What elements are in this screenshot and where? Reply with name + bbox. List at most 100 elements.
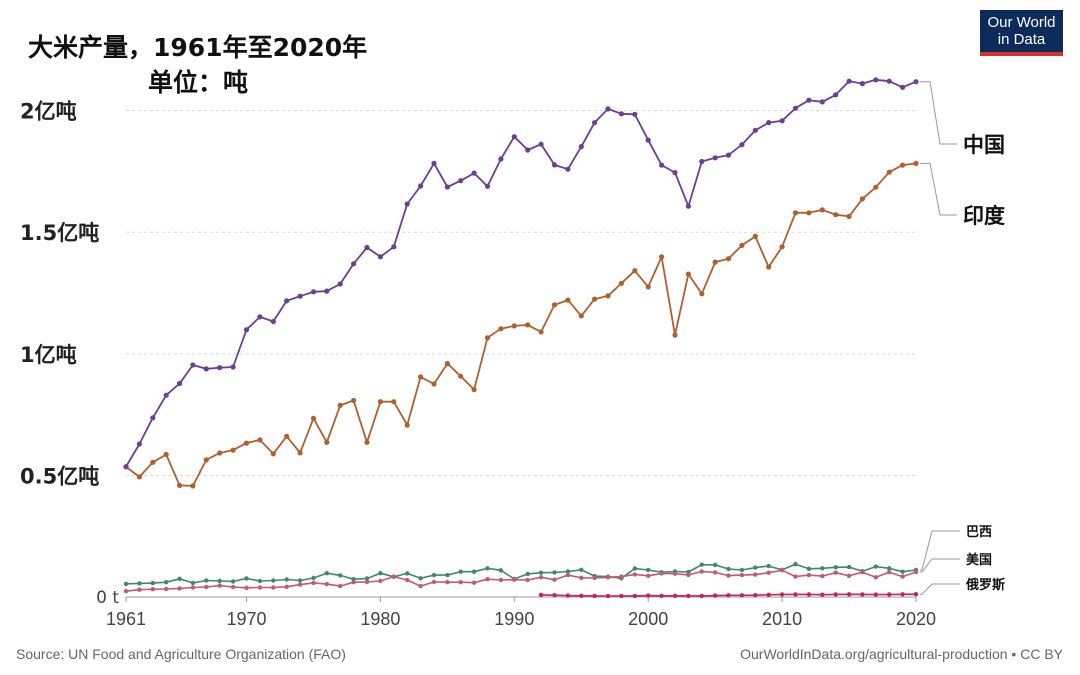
data-point-russia [538, 592, 544, 598]
data-point-brazil [485, 566, 490, 571]
data-point-india [337, 402, 343, 408]
data-point-brazil [284, 577, 289, 582]
data-point-india [618, 280, 625, 286]
title-line-2: 单位：吨 [148, 68, 249, 97]
data-point-usa [619, 574, 624, 579]
data-point-usa [458, 580, 463, 585]
y-tick-label: 1.5亿吨 [20, 221, 99, 245]
url-note[interactable]: OurWorldInData.org/agricultural-producti… [740, 646, 1063, 662]
owid-logo[interactable]: Our World in Data [980, 10, 1063, 56]
data-point-usa [217, 583, 222, 588]
data-point-russia [552, 593, 557, 598]
data-point-brazil [726, 566, 731, 572]
data-point-india [833, 212, 839, 218]
data-point-brazil [150, 580, 155, 586]
series-label-india[interactable]: 印度 [963, 204, 1005, 228]
series-label-usa[interactable]: 美国 [966, 552, 992, 568]
data-point-china [819, 99, 825, 105]
data-point-india [217, 450, 223, 456]
data-point-china [752, 127, 758, 133]
data-point-india [659, 254, 665, 260]
series-label-brazil[interactable]: 巴西 [966, 525, 992, 540]
data-point-brazil [471, 569, 477, 574]
data-point-russia [913, 592, 919, 597]
data-point-usa [431, 579, 437, 585]
data-point-usa [646, 573, 651, 578]
data-point-brazil [579, 567, 584, 572]
data-point-china [418, 183, 424, 189]
y-tick-label: 2亿吨 [20, 100, 77, 124]
data-point-india [190, 483, 196, 489]
data-point-russia [766, 592, 771, 597]
data-point-china [685, 203, 692, 209]
data-point-usa [552, 577, 557, 582]
data-point-brazil [846, 564, 852, 570]
data-point-india [712, 259, 718, 265]
data-point-india [592, 296, 598, 302]
data-point-china [150, 415, 156, 421]
source-note: Source: UN Food and Agriculture Organiza… [16, 646, 346, 662]
data-point-usa [699, 569, 704, 574]
data-point-usa [164, 586, 169, 592]
data-point-usa [284, 584, 289, 589]
data-point-usa [739, 572, 745, 578]
data-point-russia [779, 592, 785, 597]
series-label-china[interactable]: 中国 [963, 133, 1005, 157]
data-point-brazil [699, 562, 704, 567]
data-point-india [471, 387, 477, 393]
data-point-usa [338, 583, 343, 589]
data-point-russia [619, 593, 624, 599]
data-point-china [484, 183, 491, 189]
data-point-brazil [405, 571, 410, 576]
data-point-india [645, 284, 651, 290]
data-point-usa [471, 580, 477, 585]
data-point-brazil [338, 573, 343, 578]
y-tick-label: 0 t [96, 588, 119, 608]
data-point-usa [230, 584, 236, 590]
data-point-india [498, 326, 504, 332]
data-point-india [886, 169, 892, 175]
data-point-russia [713, 593, 718, 598]
series-line-usa[interactable] [125, 569, 917, 592]
axis-layer: 0 t 0.5亿吨 1亿吨 1.5亿吨 2亿吨 1961 1970 1980 1990 2000 2… [20, 100, 936, 629]
data-point-usa [351, 580, 356, 585]
data-point-india [163, 451, 169, 458]
data-point-russia [605, 593, 611, 599]
data-point-brazil [498, 568, 504, 573]
series-line-china[interactable] [125, 78, 917, 468]
data-point-usa [672, 571, 678, 576]
data-point-russia [860, 592, 865, 597]
data-point-russia [699, 593, 704, 599]
data-point-india [766, 264, 772, 270]
data-point-brazil [739, 567, 745, 573]
data-point-brazil [833, 565, 838, 570]
data-point-usa [726, 573, 731, 578]
data-point-russia [739, 593, 745, 598]
data-point-usa [498, 577, 504, 583]
series-label-russia[interactable]: 俄罗斯 [965, 577, 1005, 593]
data-point-china [792, 105, 799, 111]
label-connector-russia [920, 583, 960, 595]
data-point-india [324, 439, 330, 445]
data-point-china [270, 318, 276, 325]
logo-line-2: in Data [997, 31, 1046, 48]
data-point-brazil [646, 567, 651, 573]
data-point-usa [873, 575, 878, 580]
data-point-china [324, 288, 330, 294]
data-point-usa [592, 575, 597, 581]
data-point-china [511, 134, 517, 140]
data-point-usa [123, 589, 129, 594]
data-point-brazil [177, 576, 182, 581]
logo-line-1: Our World [987, 14, 1056, 31]
data-point-usa [833, 570, 838, 575]
data-point-india [873, 184, 879, 190]
data-point-usa [391, 574, 396, 579]
y-tick-label: 0.5亿吨 [20, 464, 99, 488]
data-point-brazil [458, 569, 463, 574]
data-point-brazil [230, 579, 236, 584]
x-tick-label: 1980 [360, 609, 400, 629]
series-line-brazil[interactable] [125, 563, 917, 585]
data-point-india [859, 196, 866, 202]
data-point-china [177, 380, 183, 387]
data-point-india [685, 271, 692, 277]
